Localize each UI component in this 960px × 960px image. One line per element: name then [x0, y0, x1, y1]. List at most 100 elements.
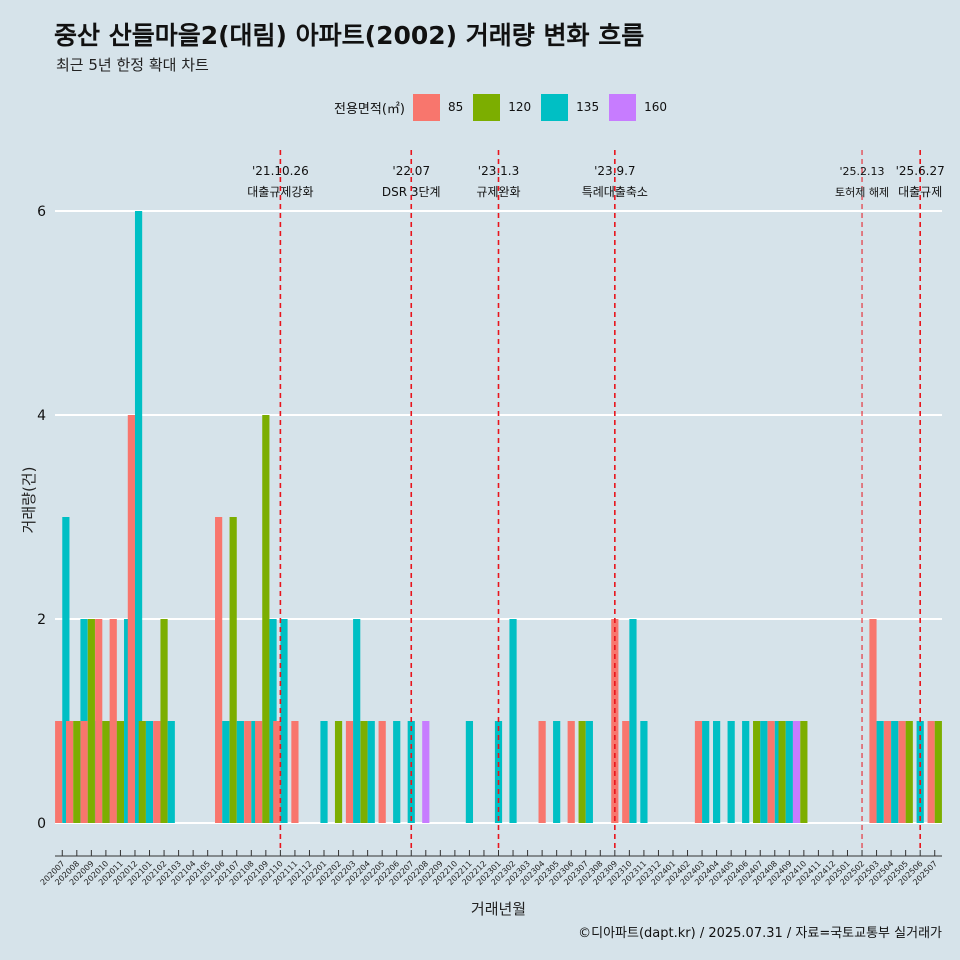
bar-120-202011	[116, 721, 125, 823]
event-label: 대출규제강화	[247, 185, 313, 199]
bar-135-202307	[585, 721, 593, 823]
legend-label-120: 120	[508, 100, 532, 114]
bar-135-202504	[891, 721, 899, 823]
bar-120-202107	[229, 517, 237, 823]
bar-120-202109	[262, 415, 270, 823]
bar-135-202403	[702, 721, 710, 823]
event-date: '21.10.26	[252, 164, 309, 178]
bar-135-202102	[167, 721, 175, 823]
bar-85-202011	[109, 619, 117, 823]
bar-120-202507	[934, 721, 942, 823]
bar-135-202201	[320, 721, 328, 823]
bar-85-202110	[273, 721, 281, 823]
legend-swatch-160	[609, 93, 637, 121]
bar-135-202503	[876, 721, 884, 823]
legend-label-85: 85	[447, 100, 464, 114]
bar-135-202106	[222, 721, 230, 823]
bar-120-202102	[160, 619, 168, 823]
event-date: '22.07	[392, 164, 430, 178]
bar-135-202206	[393, 721, 401, 823]
event-date: '23.9.7	[594, 164, 635, 178]
legend-item-120: 120	[473, 93, 532, 121]
chart-title: 중산 산들마을2(대림) 아파트(2002) 거래량 변화 흐름	[54, 21, 645, 50]
bar-120-202202	[334, 721, 343, 823]
bar-135-202305	[553, 721, 561, 823]
bar-135-202310	[629, 619, 637, 823]
bar-120-202009	[87, 619, 95, 823]
bar-120-202410	[800, 721, 808, 823]
bar-135-202311	[640, 721, 648, 823]
bar-135-202409	[785, 721, 793, 823]
bar-85-202504	[883, 721, 892, 823]
y-tick-label: 4	[37, 408, 46, 424]
footer-credit: ©디아파트(dapt.kr) / 2025.07.31 / 자료=국토교통부 실…	[578, 926, 942, 941]
y-tick-label: 2	[37, 612, 46, 628]
bar-85-202507	[927, 721, 935, 823]
bar-135-202404	[713, 721, 721, 823]
event-label: DSR 3단계	[382, 185, 441, 199]
event-label: 규제완화	[476, 185, 520, 199]
bar-135-202302	[509, 619, 517, 823]
bar-135-202405	[727, 721, 735, 823]
bar-85-202306	[567, 721, 575, 823]
x-axis-title: 거래년월	[471, 900, 526, 918]
bar-135-202107	[236, 721, 244, 823]
bar-85-202111	[291, 721, 299, 823]
bar-85-202008	[66, 721, 74, 823]
bar-85-202108	[244, 721, 252, 823]
bar-135-202408	[774, 721, 782, 823]
bar-120-202505	[905, 721, 913, 823]
legend-label-160: 160	[644, 100, 667, 114]
legend-swatch-85	[412, 93, 440, 121]
bar-135-202211	[465, 721, 474, 823]
bar-135-202012	[134, 211, 143, 823]
bar-85-202205	[378, 721, 386, 823]
bar-160-202208	[422, 721, 430, 823]
bar-135-202406	[742, 721, 750, 823]
bar-160-202409	[792, 721, 801, 823]
legend-item-160: 160	[609, 93, 667, 121]
chart-subtitle: 최근 5년 한정 확대 차트	[56, 56, 209, 74]
event-date: '25.6.27	[896, 164, 945, 178]
legend-label-135: 135	[576, 100, 600, 114]
bar-120-202204	[360, 721, 368, 823]
legend-title: 전용면적(㎡)	[334, 101, 405, 117]
bar-120-202307	[578, 721, 586, 823]
bar-85-202009	[80, 721, 88, 823]
bar-135-202101	[145, 721, 154, 823]
y-axis-title: 거래량(건)	[20, 467, 38, 534]
bar-135-202108	[251, 721, 259, 823]
legend-item-135: 135	[541, 93, 600, 121]
bar-85-202010	[95, 619, 103, 823]
bar-85-202505	[898, 721, 906, 823]
bar-120-202101	[138, 721, 146, 823]
bar-120-202010	[102, 721, 110, 823]
bar-120-202409	[778, 721, 786, 823]
event-date: '23.1.3	[478, 164, 519, 178]
bar-135-202204	[367, 721, 375, 823]
legend: 전용면적(㎡) 85 120 135 160	[334, 93, 677, 121]
legend-swatch-135	[541, 93, 569, 121]
event-date: '25.2.13	[840, 165, 885, 178]
bar-135-202011	[124, 619, 132, 823]
bar-85-202109	[255, 721, 263, 823]
event-label: 특례대출축소	[582, 185, 648, 199]
bar-135-202203	[353, 619, 361, 823]
event-label: 토허제 해제	[835, 185, 889, 199]
bar-135-202407	[760, 721, 768, 823]
y-tick-label: 0	[37, 816, 46, 832]
bar-85-202403	[694, 721, 703, 823]
bar-135-202007	[62, 517, 70, 823]
bar-85-202106	[215, 517, 223, 823]
bar-120-202407	[753, 721, 761, 823]
y-tick-label: 6	[37, 204, 46, 220]
bar-85-202304	[538, 721, 546, 823]
bar-85-202310	[622, 721, 630, 823]
legend-item-85: 85	[412, 93, 464, 121]
bar-85-202503	[869, 619, 877, 823]
bar-85-202102	[153, 721, 161, 823]
bar-85-202012	[127, 415, 135, 823]
bar-120-202008	[73, 721, 81, 823]
event-label: 대출규제	[898, 185, 942, 199]
